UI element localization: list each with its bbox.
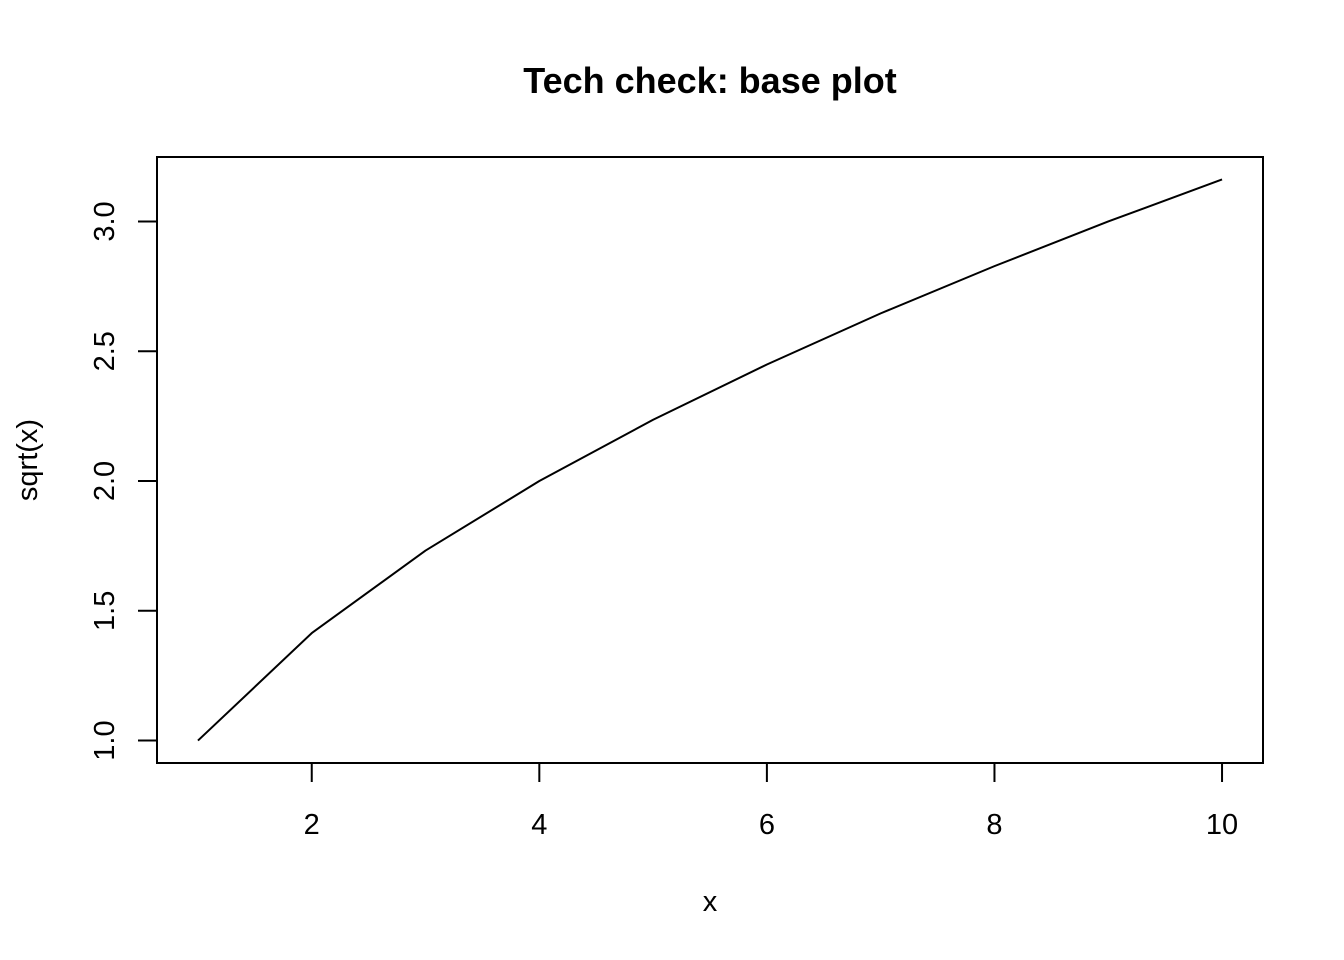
series-layer (197, 178, 1223, 742)
y-tick-label: 2.0 (89, 461, 121, 501)
x-tick-label: 6 (759, 809, 775, 841)
series-line (197, 178, 1223, 742)
x-axis-label: x (703, 886, 718, 918)
x-tick-label: 10 (1206, 809, 1238, 841)
x-tick-label: 8 (986, 809, 1002, 841)
y-tick-label: 1.5 (89, 591, 121, 631)
y-tick-label: 3.0 (89, 201, 121, 241)
chart-title: Tech check: base plot (523, 60, 896, 101)
y-axis-label: sqrt(x) (12, 419, 44, 501)
y-axis: 1.0 1.5 2.0 2.5 3.0 (89, 201, 157, 761)
y-tick-label: 1.0 (89, 720, 121, 760)
x-tick-label: 4 (531, 809, 547, 841)
y-tick-label: 2.5 (89, 331, 121, 371)
plot-frame (156, 156, 1264, 764)
x-tick-label: 2 (304, 809, 320, 841)
x-axis: 2 4 6 8 10 (304, 763, 1238, 841)
